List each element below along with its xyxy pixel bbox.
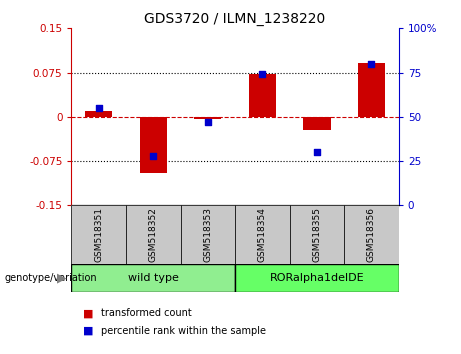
Text: ■: ■	[83, 326, 94, 336]
Point	[368, 61, 375, 67]
Text: ■: ■	[83, 308, 94, 318]
Text: wild type: wild type	[128, 273, 179, 283]
Text: transformed count: transformed count	[101, 308, 192, 318]
FancyBboxPatch shape	[71, 264, 235, 292]
Point	[313, 149, 321, 155]
FancyBboxPatch shape	[126, 205, 181, 264]
FancyBboxPatch shape	[71, 205, 126, 264]
Point	[95, 105, 102, 111]
Text: GSM518354: GSM518354	[258, 207, 267, 262]
Bar	[303, 117, 331, 130]
Text: RORalpha1delDE: RORalpha1delDE	[270, 273, 364, 283]
Bar	[358, 63, 385, 117]
Text: GSM518351: GSM518351	[94, 207, 103, 262]
Text: GSM518352: GSM518352	[149, 207, 158, 262]
FancyBboxPatch shape	[235, 264, 399, 292]
Bar	[85, 111, 112, 117]
Point	[149, 153, 157, 159]
Text: genotype/variation: genotype/variation	[5, 273, 97, 283]
FancyBboxPatch shape	[290, 205, 344, 264]
Bar	[249, 74, 276, 117]
FancyBboxPatch shape	[235, 205, 290, 264]
FancyBboxPatch shape	[344, 205, 399, 264]
Bar	[140, 117, 167, 173]
Point	[259, 72, 266, 77]
Bar	[194, 117, 221, 119]
Text: ▶: ▶	[57, 272, 67, 284]
Text: GSM518355: GSM518355	[313, 207, 321, 262]
Text: percentile rank within the sample: percentile rank within the sample	[101, 326, 266, 336]
Point	[204, 119, 212, 125]
FancyBboxPatch shape	[181, 205, 235, 264]
Title: GDS3720 / ILMN_1238220: GDS3720 / ILMN_1238220	[144, 12, 326, 26]
Text: GSM518356: GSM518356	[367, 207, 376, 262]
Text: GSM518353: GSM518353	[203, 207, 213, 262]
